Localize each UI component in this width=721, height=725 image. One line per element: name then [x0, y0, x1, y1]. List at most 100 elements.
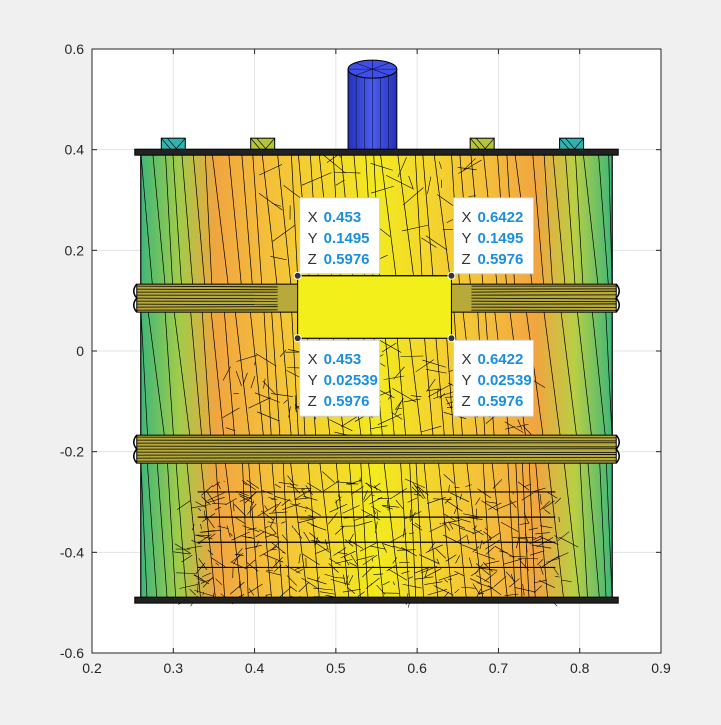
mesh-edge	[289, 585, 298, 592]
datatip-label: Y	[461, 230, 471, 247]
mesh-edge	[554, 497, 561, 505]
mesh-edge	[246, 559, 256, 568]
mesh-edge	[402, 528, 405, 538]
mesh-edge	[524, 533, 529, 544]
mesh-edge	[245, 545, 262, 550]
mesh-edge	[421, 425, 442, 433]
mesh-edge	[270, 498, 275, 501]
mesh-edge	[534, 459, 549, 601]
mesh-edge	[250, 537, 255, 539]
mesh-edge	[474, 525, 477, 529]
mesh-edge	[229, 581, 245, 595]
datatip-value: 0.1495	[477, 230, 523, 247]
mesh-edge	[247, 527, 257, 531]
mesh-edge	[471, 570, 479, 577]
mesh-edge	[192, 524, 195, 531]
mesh-edge	[254, 361, 256, 366]
mesh-edge	[493, 576, 507, 588]
mesh-edge	[402, 583, 422, 589]
mesh-edge	[488, 502, 502, 510]
mesh-edge	[373, 573, 384, 575]
mesh-edge	[281, 498, 291, 506]
mesh-edge	[519, 522, 529, 525]
mesh-edge	[222, 407, 240, 418]
mesh-edge	[200, 578, 214, 584]
mesh-edge	[303, 531, 311, 544]
mesh-edge	[370, 163, 393, 171]
mesh-edge	[235, 370, 242, 387]
mesh-edge	[181, 554, 193, 563]
mesh-edge	[293, 527, 303, 539]
mesh-edge	[403, 398, 421, 403]
mesh-edge	[528, 459, 536, 601]
mesh-edge	[542, 500, 555, 510]
mesh-edge	[140, 152, 154, 289]
mesh-edge	[543, 308, 561, 440]
datatip-marker	[293, 271, 302, 280]
mesh-edge	[229, 533, 233, 537]
mesh-edge	[433, 152, 452, 289]
mesh-edge	[211, 152, 229, 289]
mesh-edge	[450, 492, 470, 503]
mesh-edge	[409, 532, 415, 535]
mesh-edge	[507, 459, 517, 601]
mesh-edge	[270, 516, 276, 527]
rib-line	[136, 303, 278, 306]
mesh-edge	[478, 567, 498, 571]
mesh-edge	[192, 152, 206, 289]
rib-line	[136, 288, 278, 291]
mesh-edge	[330, 579, 350, 586]
mesh-edge	[387, 500, 389, 511]
mesh-edge	[395, 398, 404, 410]
mesh-edge	[147, 308, 166, 440]
mesh-edge	[454, 486, 460, 489]
mesh-edge	[360, 459, 369, 601]
mesh-edge	[274, 483, 281, 489]
mesh-edge	[308, 515, 314, 517]
datatip-label: Y	[461, 372, 471, 389]
mesh-edge	[425, 568, 442, 578]
mesh-edge	[279, 586, 292, 598]
rib-line	[136, 456, 617, 459]
mesh-edge	[313, 587, 334, 591]
mesh-edge	[271, 556, 283, 569]
mesh-edge	[336, 481, 355, 484]
datatip-value: 0.453	[324, 351, 362, 368]
mesh-edge	[426, 497, 446, 504]
mesh-edge	[348, 459, 361, 601]
mesh-edge	[523, 512, 530, 524]
mesh-edge	[469, 578, 481, 584]
mesh-edge	[263, 378, 266, 389]
mesh-edge	[591, 308, 606, 440]
mesh-edge	[426, 388, 442, 391]
rib-line	[136, 297, 278, 300]
mesh-edge	[335, 459, 350, 601]
mesh-edge	[212, 481, 221, 488]
mesh-edge	[233, 504, 247, 517]
datatip-value: 0.5976	[477, 393, 523, 410]
mesh-edge	[315, 548, 328, 554]
y-tick-label: 0.6	[65, 41, 85, 57]
mesh-edge	[234, 308, 251, 440]
mesh-edge	[363, 492, 373, 503]
mesh-edge	[294, 395, 297, 409]
mesh-edge	[271, 202, 282, 207]
datatip-box	[299, 339, 381, 417]
mesh-edge	[303, 495, 318, 501]
datatip-label: Z	[308, 393, 317, 410]
y-tick-label: 0.4	[65, 142, 85, 158]
mesh-edge	[443, 521, 451, 532]
mesh-edge	[165, 152, 174, 289]
mesh-edge	[371, 583, 373, 586]
y-tick-label: -0.4	[60, 544, 84, 560]
mesh-edge	[261, 152, 278, 289]
mesh-edge	[554, 575, 560, 578]
mesh-edge	[516, 423, 529, 428]
x-tick-label: 0.8	[570, 660, 590, 676]
mesh-edge	[288, 406, 291, 418]
mesh-edge	[574, 152, 584, 289]
mesh-edge	[547, 459, 565, 601]
mesh-edge	[271, 308, 281, 440]
datatip-box	[299, 197, 381, 275]
mesh-edge	[217, 525, 229, 530]
